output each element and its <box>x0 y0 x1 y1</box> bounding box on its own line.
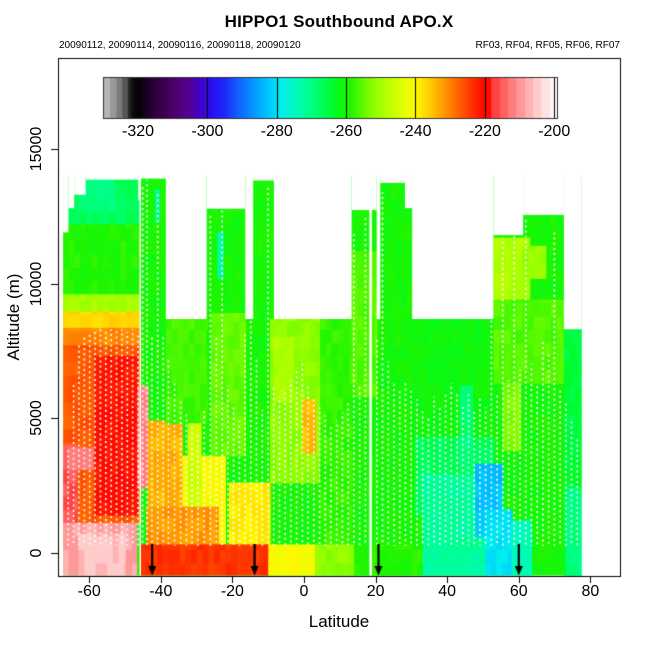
x-tick-label: -60 <box>77 583 101 600</box>
flight-dates-label: 20090112, 20090114, 20090116, 20090118, … <box>59 40 301 51</box>
plot-title: HIPPO1 Southbound APO.X <box>224 12 454 31</box>
colorbar-tick-label: -320 <box>122 123 155 140</box>
colorbar-tick-label: -260 <box>330 123 363 140</box>
y-axis-title: Altitude (m) <box>4 273 23 361</box>
y-tick-label: 10000 <box>28 261 45 306</box>
flight-ids-label: RF03, RF04, RF05, RF06, RF07 <box>475 40 621 51</box>
y-tick-label: 15000 <box>28 126 45 172</box>
x-axis-title: Latitude <box>308 612 370 631</box>
x-tick-label: -40 <box>149 583 173 600</box>
x-tick-label: 80 <box>581 583 600 600</box>
x-tick-label: 40 <box>438 583 457 600</box>
y-tick-label: 0 <box>28 548 45 557</box>
colorbar-tick-label: -200 <box>538 123 571 140</box>
x-tick-label: 60 <box>509 583 528 600</box>
colorbar-tick-label: -240 <box>399 123 432 140</box>
x-tick-label: -20 <box>220 583 244 600</box>
x-tick-label: 0 <box>299 583 309 600</box>
colorbar-tick-label: -300 <box>191 123 224 140</box>
y-tick-label: 5000 <box>28 400 45 436</box>
x-tick-label: 20 <box>366 583 385 600</box>
colorbar-tick-label: -220 <box>468 123 501 140</box>
colorbar-tick-label: -280 <box>260 123 293 140</box>
